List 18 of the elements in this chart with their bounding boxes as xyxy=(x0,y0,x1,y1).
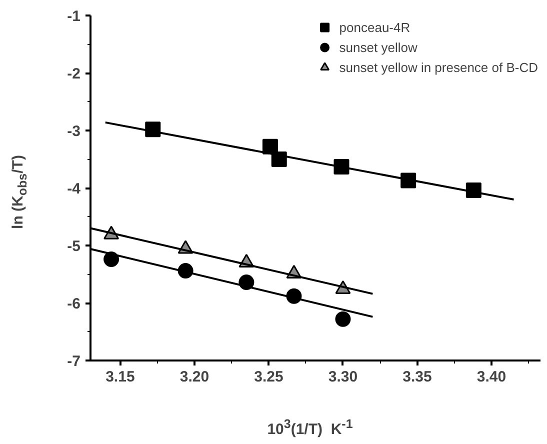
x-axis-title: 10$^{3}$(1/T) K$^{-1}$ xyxy=(266,416,354,440)
y-tick-label: -6 xyxy=(67,296,81,312)
y-tick-label: -1 xyxy=(67,8,81,25)
legend-label: sunset yellow xyxy=(339,39,418,55)
y-tick-label: -7 xyxy=(67,353,81,370)
x-tick-label: 3.15 xyxy=(106,368,135,386)
y-tick-label: -3 xyxy=(67,123,81,140)
x-tick-label: 3.20 xyxy=(180,368,210,386)
x-tick-label: 3.40 xyxy=(476,368,506,386)
y-tick-label: -2 xyxy=(67,66,81,82)
y-tick-label: -4 xyxy=(67,180,82,198)
x-tick-label: 3.25 xyxy=(254,368,284,386)
x-tick-label: 3.30 xyxy=(328,368,358,386)
legend-label: sunset yellow in presence of B-CD xyxy=(339,59,538,75)
point xyxy=(335,311,351,327)
y-tick-label: -5 xyxy=(67,238,81,255)
legend-label: ponceau-4R xyxy=(339,19,410,35)
x-tick-label: 3.35 xyxy=(402,368,432,386)
